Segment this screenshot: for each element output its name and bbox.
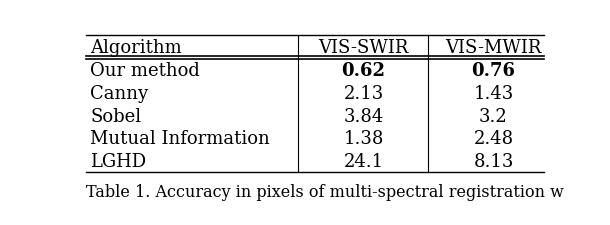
Text: VIS-MWIR: VIS-MWIR	[445, 39, 542, 57]
Text: 3.84: 3.84	[343, 107, 384, 125]
Text: Sobel: Sobel	[90, 107, 142, 125]
Text: VIS-SWIR: VIS-SWIR	[318, 39, 409, 57]
Text: 2.13: 2.13	[343, 85, 384, 103]
Text: 0.62: 0.62	[342, 62, 386, 80]
Text: 2.48: 2.48	[473, 130, 514, 148]
Text: Table 1. Accuracy in pixels of multi-spectral registration w: Table 1. Accuracy in pixels of multi-spe…	[85, 183, 564, 200]
Text: 24.1: 24.1	[343, 152, 384, 170]
Text: 8.13: 8.13	[473, 152, 514, 170]
Text: LGHD: LGHD	[90, 152, 146, 170]
Text: 0.76: 0.76	[472, 62, 515, 80]
Text: 1.38: 1.38	[343, 130, 384, 148]
Text: 1.43: 1.43	[473, 85, 514, 103]
Text: Canny: Canny	[90, 85, 149, 103]
Text: 3.2: 3.2	[479, 107, 508, 125]
Text: Mutual Information: Mutual Information	[90, 130, 270, 148]
Text: Algorithm: Algorithm	[90, 39, 182, 57]
Text: Our method: Our method	[90, 62, 200, 80]
